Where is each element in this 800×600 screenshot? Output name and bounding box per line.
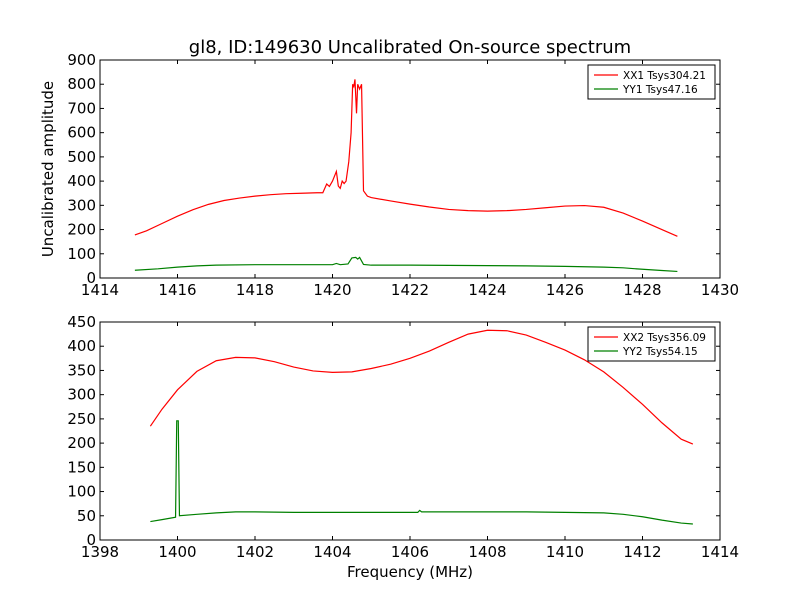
series-line-xx2: [149, 329, 694, 445]
legend-box: [587, 64, 716, 100]
x-tick-label: 1430: [701, 281, 739, 299]
x-tick-label: 1428: [623, 281, 661, 299]
series-line-yy1: [134, 256, 678, 273]
x-tick-label: 1418: [236, 281, 274, 299]
y-tick-label: 400: [67, 172, 96, 190]
y-tick-label: 200: [67, 434, 96, 452]
y-tick-label: 300: [67, 196, 96, 214]
x-tick-label: 1424: [468, 281, 506, 299]
x-tick-label: 1412: [623, 543, 661, 561]
legend-entry: YY1 Tsys47.16: [622, 84, 698, 96]
y-tick-label: 50: [77, 507, 96, 525]
x-tick-label: 1410: [546, 543, 584, 561]
x-axis-label: Frequency (MHz): [347, 563, 473, 581]
x-tick-label: 1402: [236, 543, 274, 561]
y-tick-label: 0: [86, 531, 96, 549]
y-tick-label: 900: [67, 51, 96, 69]
x-tick-label: 1400: [158, 543, 196, 561]
y-tick-label: 800: [67, 75, 96, 93]
x-tick-label: 1414: [81, 281, 119, 299]
legend-entry: XX2 Tsys356.09: [623, 332, 706, 344]
y-tick-label: 600: [67, 124, 96, 142]
y-tick-label: 150: [67, 458, 96, 476]
y-tick-label: 200: [67, 221, 96, 239]
y-axis-label: Uncalibrated amplitude: [39, 81, 57, 257]
y-tick-label: 400: [67, 337, 96, 355]
bottom-panel: 1398 1400 1402 1404 1406 1408 1410 1412 1414 0 50 1…: [67, 313, 739, 561]
y-tick-label: 250: [67, 410, 96, 428]
series-line-yy2: [150, 420, 693, 525]
x-tick-label: 1422: [391, 281, 429, 299]
x-tick-label: 1398: [81, 543, 119, 561]
x-tick-label: 1416: [158, 281, 196, 299]
y-tick-label: 300: [67, 386, 96, 404]
x-tick-label: 1406: [391, 543, 429, 561]
x-tick-label: 1414: [701, 543, 739, 561]
legend-entry: XX1 Tsys304.21: [623, 70, 706, 82]
chart-title: gl8, ID:149630 Uncalibrated On-source sp…: [189, 37, 631, 58]
legend: XX1 Tsys304.21 YY1 Tsys47.16: [587, 64, 716, 100]
x-tick-label: 1404: [313, 543, 351, 561]
y-tick-label: 500: [67, 148, 96, 166]
y-tick-label: 0: [86, 269, 96, 287]
y-tick-label: 350: [67, 361, 96, 379]
x-tick-label: 1420: [313, 281, 351, 299]
y-tick-label: 100: [67, 483, 96, 501]
legend: XX2 Tsys356.09 YY2 Tsys54.15: [587, 326, 716, 362]
x-tick-label: 1408: [468, 543, 506, 561]
legend-entry: YY2 Tsys54.15: [622, 346, 698, 358]
x-tick-label: 1426: [546, 281, 584, 299]
y-tick-label: 450: [67, 313, 96, 331]
top-panel: 1414 1416 1418 1420 1422 1424 1426 1428 1430 0 100…: [67, 51, 739, 299]
series-line-xx1: [134, 79, 678, 237]
y-tick-label: 100: [67, 245, 96, 263]
legend-box: [587, 326, 716, 362]
y-tick-label: 700: [67, 99, 96, 117]
